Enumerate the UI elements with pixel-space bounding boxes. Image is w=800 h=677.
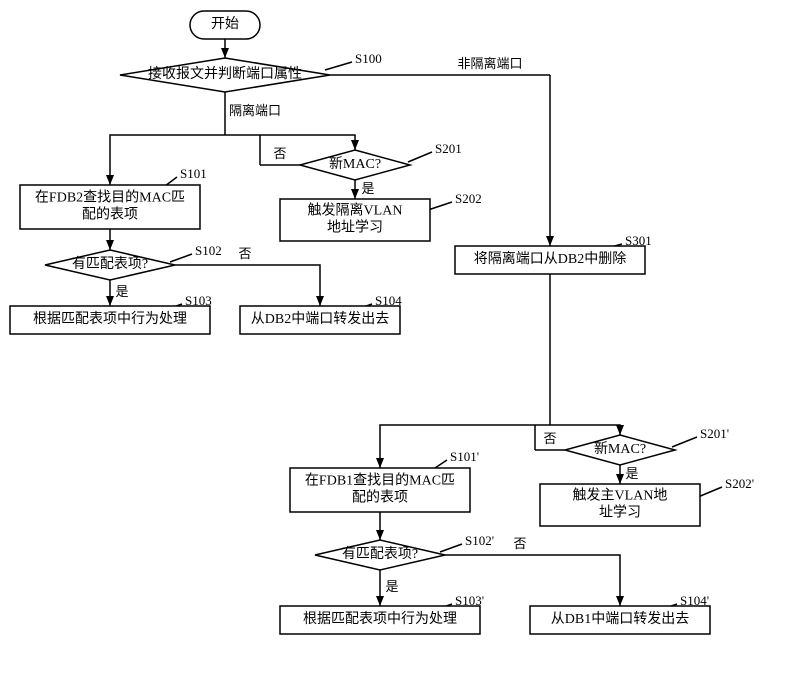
node-text: 在FDB1查找目的MAC匹 — [305, 473, 455, 489]
node-text: 根据匹配表项中行为处理 — [303, 611, 457, 627]
node-start: 开始 — [190, 11, 260, 39]
node-s201d: 新MAC? S201 — [300, 141, 462, 180]
node-text: 将隔离端口从DB2中删除 — [474, 250, 626, 267]
node-text: 址学习 — [599, 505, 641, 521]
node-text: 配的表项 — [82, 207, 138, 223]
node-text: 触发主VLAN地 — [573, 488, 668, 504]
step-label: S104' — [680, 593, 709, 608]
step-label: S104 — [375, 293, 402, 308]
edge-label: 隔离端口 — [229, 103, 281, 118]
node-text: 触发隔离VLAN — [308, 202, 403, 219]
edge-label: 是 — [115, 284, 128, 299]
node-text: 地址学习 — [327, 220, 383, 236]
edge-label: 否 — [238, 246, 251, 261]
node-s101p: 在FDB1查找目的MAC匹配的表项 S101' — [290, 449, 479, 512]
node-text: 新MAC? — [594, 441, 646, 457]
node-text: 有匹配表项? — [72, 256, 148, 272]
step-label: S103 — [185, 293, 212, 308]
edge-label: 非隔离端口 — [457, 56, 522, 71]
node-text: 接收报文并判断端口属性 — [148, 65, 302, 82]
step-label: S103' — [455, 593, 484, 608]
node-text: 从DB2中端口转发出去 — [251, 311, 389, 327]
step-label: S201' — [700, 426, 729, 441]
node-text: 配的表项 — [352, 490, 408, 506]
edge-label: 否 — [543, 431, 556, 446]
step-label: S201 — [435, 141, 462, 156]
edge-label: 否 — [273, 146, 286, 161]
edge-label: 否 — [513, 536, 526, 551]
node-text: 在FDB2查找目的MAC匹 — [35, 190, 185, 206]
node-s102p: 有匹配表项? S102' — [315, 533, 494, 570]
step-label: S101' — [450, 449, 479, 464]
step-label: S100 — [355, 51, 382, 66]
flowchart-canvas: 隔离端口非隔离端口是否是否是否是否开始接收报文并判断端口属性S100在FDB2查… — [0, 0, 800, 677]
step-label: S102 — [195, 243, 222, 258]
node-text: 开始 — [211, 16, 239, 32]
step-label: S101 — [180, 166, 207, 181]
step-label: S301 — [625, 233, 652, 248]
edge-label: 是 — [625, 466, 638, 481]
step-label: S202 — [455, 191, 482, 206]
edge-label: 是 — [385, 579, 398, 594]
node-text: 从DB1中端口转发出去 — [551, 611, 689, 627]
step-label: S102' — [465, 533, 494, 548]
node-s202: 触发隔离VLAN地址学习 S202 — [280, 191, 482, 241]
node-text: 有匹配表项? — [342, 546, 418, 562]
edge-label: 是 — [361, 181, 374, 196]
node-s301: 将隔离端口从DB2中删除 S301 — [455, 233, 652, 274]
node-text: 根据匹配表项中行为处理 — [33, 311, 187, 327]
node-text: 新MAC? — [329, 156, 381, 172]
node-s201pd: 新MAC? S201' — [565, 426, 729, 465]
node-s202p: 触发主VLAN地址学习 S202' — [540, 476, 754, 526]
node-s102: 有匹配表项? S102 — [45, 243, 222, 280]
node-s100: 接收报文并判断端口属性 S100 — [120, 51, 382, 92]
step-label: S202' — [725, 476, 754, 491]
